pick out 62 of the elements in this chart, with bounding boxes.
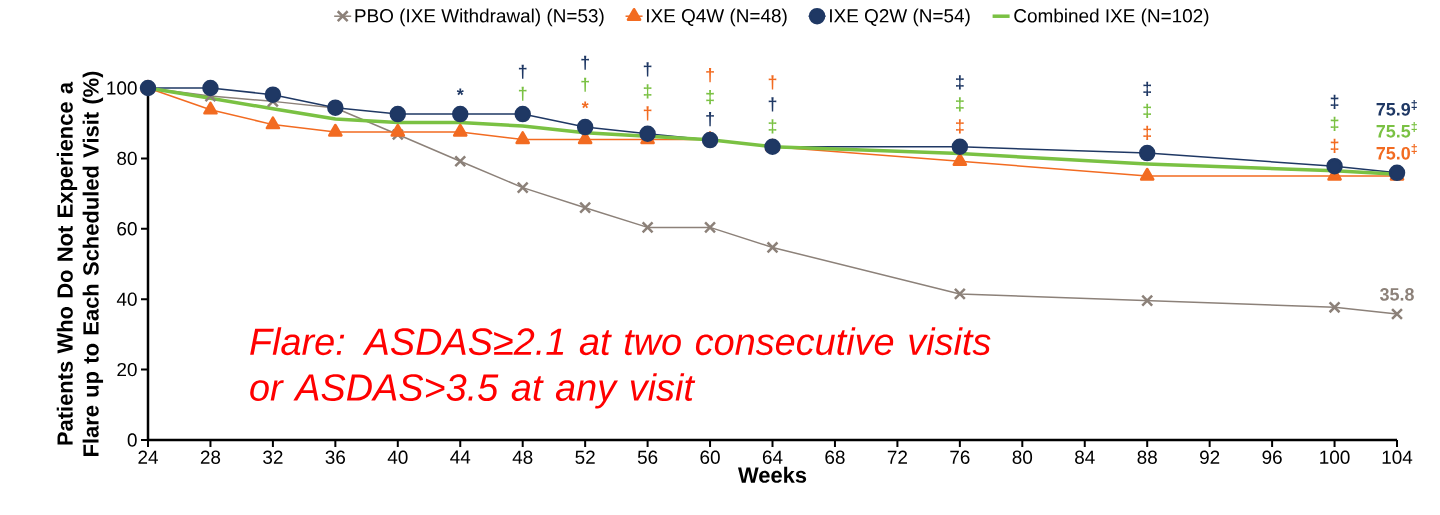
- data-label: ‡: [1330, 138, 1339, 153]
- data-label: †: [643, 106, 652, 121]
- data-label: †: [518, 64, 527, 79]
- x-tick-label: 68: [825, 450, 845, 464]
- x-tick-label: 84: [1075, 450, 1095, 464]
- y-tick-label: 40: [116, 292, 137, 306]
- x-tick-label: 72: [887, 450, 907, 464]
- x-tick-label: 76: [950, 450, 970, 464]
- data-label: ‡: [956, 75, 964, 90]
- data-label: ‡: [956, 119, 964, 134]
- y-tick-label: 0: [127, 433, 137, 447]
- data-label: †: [581, 55, 589, 70]
- x-axis-title: Weeks: [737, 466, 807, 483]
- data-label: †: [518, 86, 527, 101]
- x-tick-label: 92: [1200, 450, 1220, 464]
- x-tick-label: 96: [1262, 450, 1282, 464]
- data-label: ‡: [1143, 125, 1151, 140]
- x-tick-label: 36: [325, 450, 346, 464]
- x-tick-label: 88: [1137, 450, 1157, 464]
- data-label: †: [643, 62, 652, 77]
- x-tick-label: 40: [387, 450, 408, 464]
- x-tick-label: 32: [263, 450, 283, 464]
- annotation: Flare: ASDAS≥2.1 at two consecutive visits or ASDAS>3.5 at any visit: [250, 327, 991, 409]
- y-tick-label: 100: [107, 81, 137, 95]
- data-label: 75.5$^{‡}$: [1376, 122, 1417, 138]
- legend-label: PBO (IXE Withdrawal) (N=53): [355, 8, 604, 27]
- y-tick-label: 60: [117, 222, 137, 236]
- data-label: ‡: [956, 97, 964, 112]
- x-tick-label: 52: [575, 450, 595, 464]
- data-label: †: [581, 77, 589, 92]
- data-label: 75.0$^{‡}$: [1376, 144, 1417, 160]
- x-tick-label: 56: [637, 450, 658, 464]
- data-label: †: [706, 111, 714, 127]
- data-label: ‡: [1143, 103, 1151, 118]
- data-label: 35.8: [1379, 288, 1414, 301]
- data-label: †: [706, 67, 714, 83]
- x-tick-label: 104: [1382, 450, 1413, 464]
- legend-label: IXE Q4W (N=48): [647, 8, 787, 27]
- data-label: 75.9$^{‡}$: [1376, 100, 1417, 116]
- data-label: ‡: [706, 89, 714, 105]
- x-tick-label: 64: [762, 450, 783, 464]
- data-label: *: [581, 101, 589, 109]
- legend-label: Combined IXE (N=102): [1014, 8, 1209, 27]
- data-label: ‡: [1143, 81, 1151, 96]
- y-axis-title: Patients Who Do Not Experience a Flare up to Each Scheduled Visit (%): [56, 71, 104, 456]
- data-label: †: [768, 75, 777, 90]
- x-tick-label: 24: [138, 450, 158, 464]
- x-tick-label: 28: [200, 450, 221, 464]
- y-tick-label: 80: [117, 151, 137, 166]
- x-tick-label: 48: [512, 450, 533, 464]
- x-tick-label: 80: [1012, 450, 1033, 464]
- x-tick-label: 100: [1320, 450, 1350, 464]
- x-tick-label: 60: [700, 450, 720, 464]
- data-label: ‡: [1330, 116, 1339, 131]
- data-label: ‡: [1330, 94, 1339, 109]
- data-label: ‡: [768, 119, 777, 134]
- y-tick-label: 20: [117, 362, 137, 377]
- data-label: ‡: [643, 84, 652, 99]
- data-label: †: [768, 97, 777, 112]
- x-tick-label: 44: [450, 450, 471, 464]
- data-label: *: [456, 88, 464, 96]
- legend-label: IXE Q2W (N=54): [830, 8, 970, 27]
